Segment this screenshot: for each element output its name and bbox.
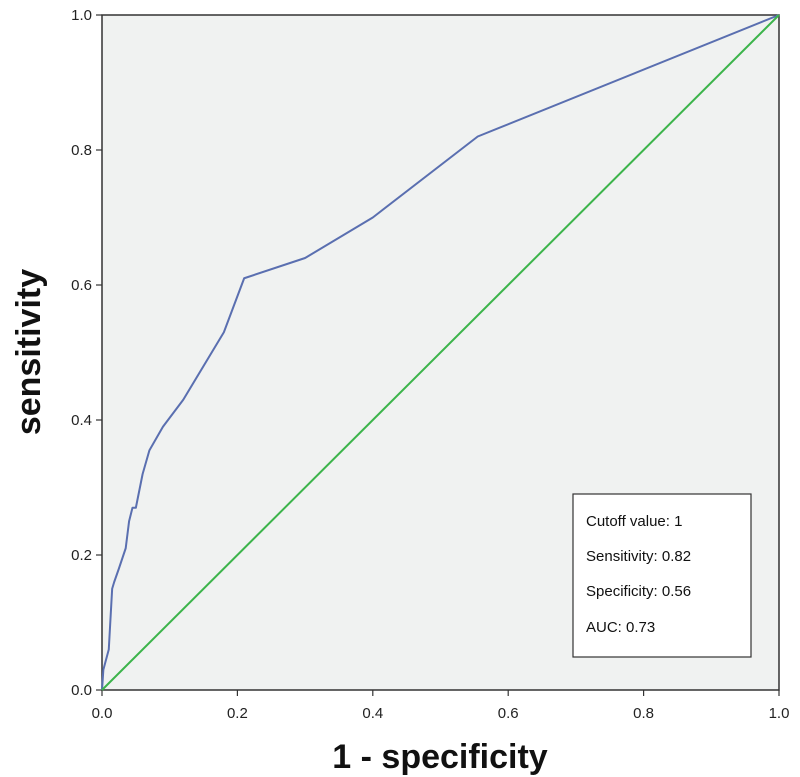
series-layer bbox=[101, 14, 780, 691]
annotation-sensitivity: Sensitivity: 0.82 bbox=[586, 548, 691, 565]
annotation-cutoff: Cutoff value: 1 bbox=[586, 513, 682, 530]
x-tick-label: 0.4 bbox=[362, 705, 383, 722]
y-axis-ticks: 0.0 0.2 0.4 0.6 0.8 1.0 bbox=[71, 7, 102, 699]
reference-diagonal-line bbox=[101, 14, 780, 691]
x-tick-label: 1.0 bbox=[769, 705, 790, 722]
x-tick-label: 0.6 bbox=[498, 705, 519, 722]
x-tick-label: 0.8 bbox=[633, 705, 654, 722]
x-tick-label: 0.0 bbox=[92, 705, 113, 722]
y-tick-label: 0.8 bbox=[71, 142, 92, 159]
annotation-box: Cutoff value: 1 Sensitivity: 0.82 Specif… bbox=[572, 493, 752, 658]
y-tick-label: 1.0 bbox=[71, 7, 92, 24]
y-tick-label: 0.6 bbox=[71, 277, 92, 294]
x-axis-title: 1 - specificity bbox=[332, 738, 548, 776]
annotation-auc: AUC: 0.73 bbox=[586, 619, 655, 636]
y-axis-title: sensitivity bbox=[10, 269, 48, 435]
annotation-specificity: Specificity: 0.56 bbox=[586, 583, 691, 600]
y-tick-label: 0.0 bbox=[71, 682, 92, 699]
y-tick-label: 0.2 bbox=[71, 547, 92, 564]
annotation-box-frame bbox=[572, 493, 752, 658]
x-tick-label: 0.2 bbox=[227, 705, 248, 722]
roc-curve-line bbox=[101, 14, 780, 691]
y-tick-label: 0.4 bbox=[71, 412, 92, 429]
x-axis-ticks: 0.0 0.2 0.4 0.6 0.8 1.0 bbox=[92, 690, 790, 722]
